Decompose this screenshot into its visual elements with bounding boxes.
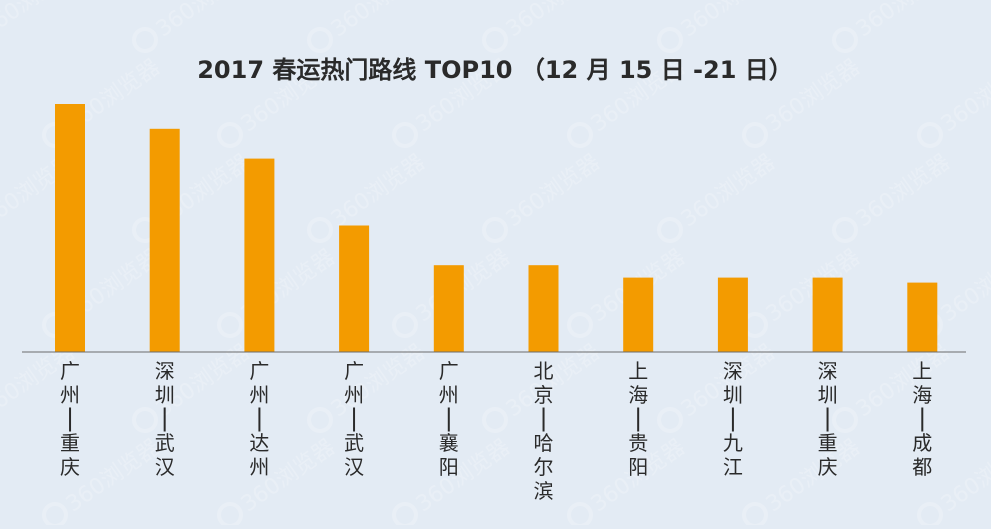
bar xyxy=(149,128,180,352)
category-label: 广州|襄阳 xyxy=(439,359,459,479)
e-logo-icon xyxy=(917,502,943,528)
bar xyxy=(528,265,559,352)
e-logo-icon xyxy=(657,217,683,243)
e-logo-icon xyxy=(42,502,68,528)
e-logo-icon xyxy=(482,217,508,243)
e-logo-icon xyxy=(217,502,243,528)
category-label: 深圳|武汉 xyxy=(155,359,175,479)
watermark-logo: 360浏览器 xyxy=(132,340,255,433)
watermark-logo: 360浏览器 xyxy=(217,435,340,528)
watermark-text: 360浏览器 xyxy=(677,150,780,232)
bars-group xyxy=(55,104,938,352)
watermark-text: 360浏览器 xyxy=(852,150,955,232)
watermark-logo: 360浏览器 xyxy=(742,435,865,528)
watermark-logo: 360浏览器 xyxy=(832,0,955,53)
watermark-logo: 360浏览器 xyxy=(567,435,690,528)
e-logo-icon xyxy=(742,502,768,528)
watermark-logo: 360浏览器 xyxy=(832,150,955,243)
bar xyxy=(717,277,748,352)
watermark-text: 360浏览器 xyxy=(327,150,430,232)
watermark-text: 360浏览器 xyxy=(327,0,430,42)
watermark-logo: 360浏览器 xyxy=(0,0,80,42)
watermark-logo: 360浏览器 xyxy=(482,150,605,243)
watermark-logo: 360浏览器 xyxy=(132,0,255,53)
e-logo-icon xyxy=(832,407,858,433)
e-logo-icon xyxy=(917,122,943,148)
e-logo-icon xyxy=(482,407,508,433)
e-logo-icon xyxy=(392,312,418,338)
e-logo-icon xyxy=(307,27,333,53)
e-logo-icon xyxy=(567,312,593,338)
watermark-logo: 360浏览器 xyxy=(482,0,605,53)
watermark-logo: 360浏览器 xyxy=(832,340,955,433)
e-logo-icon xyxy=(392,502,418,528)
e-logo-icon xyxy=(482,27,508,53)
watermark-text: 360浏览器 xyxy=(502,150,605,232)
watermark-logo: 360浏览器 xyxy=(742,245,865,338)
e-logo-icon xyxy=(657,407,683,433)
bar xyxy=(55,104,85,352)
e-logo-icon xyxy=(132,27,158,53)
e-logo-icon xyxy=(832,217,858,243)
bar xyxy=(433,265,464,352)
watermark-text: 360浏览器 xyxy=(0,0,80,42)
watermark-text: 360浏览器 xyxy=(762,435,865,517)
watermark-text: 360浏览器 xyxy=(677,0,780,42)
e-logo-icon xyxy=(307,217,333,243)
category-label: 广州|重庆 xyxy=(60,359,80,479)
e-logo-icon xyxy=(217,122,243,148)
watermark-text: 360浏览器 xyxy=(937,245,991,327)
category-labels-group: 广州|重庆 深圳|武汉 广州|达州 广州|武汉 广州|襄阳 北京|哈尔滨 上海|贵阳 深圳|九… xyxy=(60,359,932,503)
e-logo-icon xyxy=(657,27,683,53)
chart-title: 2017 春运热门路线 TOP10 （12 月 15 日 -21 日） xyxy=(197,56,793,84)
category-label: 上海|贵阳 xyxy=(628,359,648,479)
watermark-logo: 360浏览器 xyxy=(307,0,430,53)
watermark-logo: 360浏览器 xyxy=(42,435,165,528)
bar xyxy=(812,277,843,352)
e-logo-icon xyxy=(567,122,593,148)
watermark-logo: 360浏览器 xyxy=(307,340,430,433)
watermark-logo: 360浏览器 xyxy=(132,150,255,243)
category-label: 上海|成都 xyxy=(912,359,932,479)
bar xyxy=(339,225,370,352)
watermark-logo: 360浏览器 xyxy=(657,0,780,53)
category-label: 北京|哈尔滨 xyxy=(534,359,554,503)
watermark-logo: 360浏览器 xyxy=(657,340,780,433)
e-logo-icon xyxy=(742,122,768,148)
bar xyxy=(907,282,938,352)
bar xyxy=(623,277,654,352)
watermark-logo: 360浏览器 xyxy=(217,245,340,338)
category-label: 深圳|九江 xyxy=(723,359,743,479)
e-logo-icon xyxy=(832,27,858,53)
category-label: 广州|达州 xyxy=(249,359,269,479)
watermark-text: 360浏览器 xyxy=(852,0,955,42)
e-logo-icon xyxy=(132,407,158,433)
e-logo-icon xyxy=(307,407,333,433)
e-logo-icon xyxy=(567,502,593,528)
watermark-text: 360浏览器 xyxy=(502,0,605,42)
watermark-logo: 360浏览器 xyxy=(917,55,991,148)
e-logo-icon xyxy=(217,312,243,338)
watermark-text: 360浏览器 xyxy=(937,435,991,517)
category-label: 深圳|重庆 xyxy=(818,359,838,479)
watermark-text: 360浏览器 xyxy=(152,0,255,42)
category-label: 广州|武汉 xyxy=(344,359,364,479)
watermark-text: 360浏览器 xyxy=(937,55,991,137)
bar xyxy=(244,158,275,352)
watermark-text: 360浏览器 xyxy=(412,435,515,517)
e-logo-icon xyxy=(392,122,418,148)
watermark-logo: 360浏览器 xyxy=(657,150,780,243)
